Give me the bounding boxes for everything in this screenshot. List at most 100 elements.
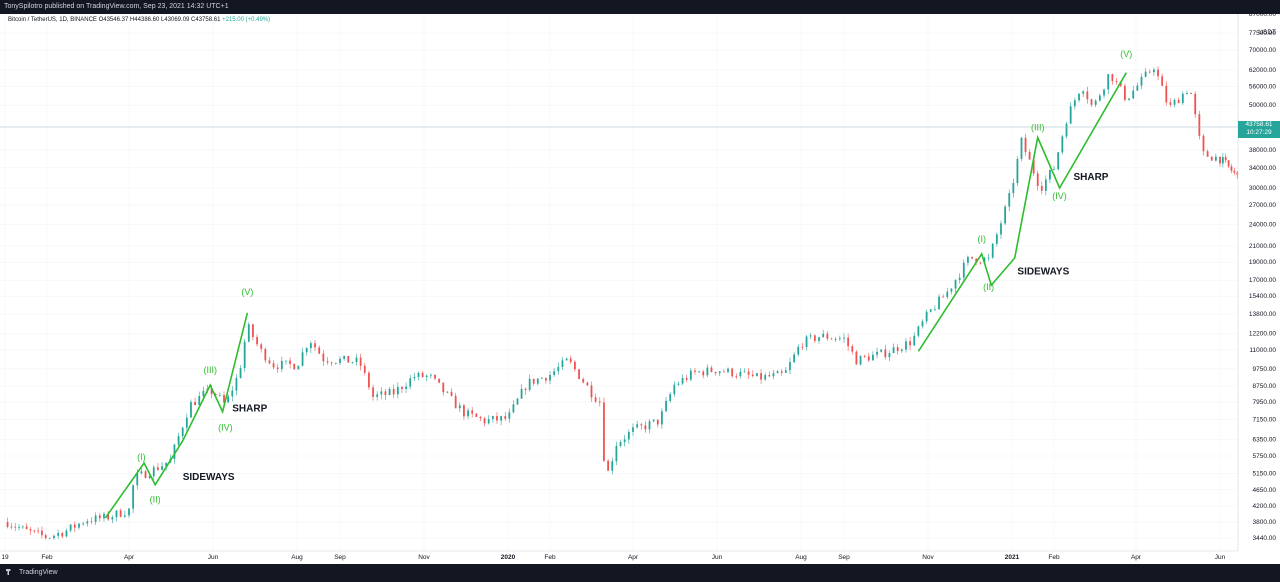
change-value: +215.00 (+0.49%) [222, 17, 271, 23]
candle-body [652, 419, 655, 422]
candle-body [929, 309, 932, 312]
candle-body [343, 355, 346, 359]
candle-body [123, 515, 126, 517]
price-chart[interactable]: (I) (II) SIDEWAYS (III) (IV) SHARP (V) (I) (II) S… [0, 11, 1280, 564]
candle-body [1236, 172, 1239, 175]
candle-body [818, 337, 820, 341]
candle-body [603, 402, 605, 461]
price-axis[interactable]: 87000.00 77500.00 70000.00 62000.00 56000.00… [1249, 11, 1277, 542]
candle-body [65, 530, 68, 537]
candle-body [1078, 93, 1080, 101]
candle-body [656, 419, 659, 425]
candle-body [872, 354, 874, 361]
candle-body [1024, 137, 1027, 153]
candle-body [623, 439, 626, 443]
candle-body [450, 391, 453, 396]
candle-body [309, 343, 312, 349]
candle-body [925, 311, 928, 322]
candle-body [161, 466, 163, 470]
candle-body [1140, 76, 1143, 86]
candle-body [421, 372, 424, 377]
publish-header: TonySpilotro published on TradingView.co… [0, 0, 1280, 14]
candle-body [48, 538, 51, 539]
candle-body [801, 346, 804, 348]
candle-body [851, 346, 854, 352]
candle-body [1049, 169, 1051, 180]
candle-body [921, 321, 924, 327]
price-tick-label: 4650.00 [1253, 487, 1277, 494]
chart-grid [0, 13, 1238, 551]
candle-body [764, 375, 767, 380]
candle-body [425, 375, 428, 377]
candle-body [1219, 156, 1221, 164]
candle-body [185, 417, 188, 428]
candle-body [136, 473, 139, 486]
candle-body [611, 461, 614, 471]
candle-body [991, 243, 994, 258]
candle-body [950, 288, 953, 292]
candle-body [165, 462, 168, 467]
price-tick-label: 3440.00 [1253, 535, 1277, 542]
candle-body [743, 371, 746, 373]
candle-body [516, 398, 519, 405]
candle-body [826, 333, 829, 339]
candle-body [681, 377, 684, 384]
candle-body [958, 277, 961, 280]
time-tick-label: Feb [544, 554, 556, 561]
candle-body [1020, 137, 1023, 159]
candle-body [714, 371, 717, 374]
price-tick-label: 77500.00 [1249, 30, 1276, 37]
time-axis[interactable]: 19 Feb Apr Jun Aug Sep Nov 2020 Feb Apr Jun Aug Sep N… [1, 554, 1225, 561]
price-tick-label: 21000.00 [1249, 243, 1276, 250]
candle-body [198, 396, 201, 405]
candle-body [607, 460, 609, 471]
candle-body [776, 371, 779, 374]
chart-svg[interactable]: (I) (II) SIDEWAYS (III) (IV) SHARP (V) (I) (II) S… [0, 11, 1280, 564]
current-price-badge: 43758.61 10:27:29 [1238, 121, 1280, 138]
price-axis-currency: USDT [1258, 29, 1276, 36]
candle-body [376, 394, 379, 397]
candle-body [438, 378, 441, 383]
candle-body [636, 424, 639, 428]
candle-body [1008, 193, 1011, 207]
candle-body [1086, 91, 1089, 100]
candle-body [574, 361, 576, 370]
candle-body [442, 382, 445, 393]
candle-body [293, 363, 296, 370]
candle-body [496, 416, 498, 421]
footer-bar: TradingView [0, 564, 1280, 582]
candle-body [392, 388, 395, 395]
candle-body [789, 362, 791, 371]
price-tick-label: 50000.00 [1249, 102, 1276, 109]
candle-body [454, 395, 457, 409]
candle-body [967, 256, 969, 263]
open-value: O43546.37 [98, 17, 129, 23]
candle-body [1073, 100, 1076, 107]
candle-body [409, 378, 412, 387]
time-tick-label: Feb [1048, 554, 1060, 561]
candle-body [239, 368, 242, 378]
candle-body [396, 387, 399, 395]
price-tick-label: 87000.00 [1249, 14, 1276, 18]
candle-body [780, 371, 783, 373]
price-tick-label: 19000.00 [1249, 259, 1276, 266]
candle-body [710, 367, 713, 372]
candle-body [264, 348, 267, 361]
move-type-label: SIDEWAYS [1017, 267, 1069, 278]
candle-body [491, 416, 494, 420]
symbol-name: Bitcoin / TetherUS, 1D, BINANCE [8, 17, 97, 23]
candle-body [830, 338, 833, 340]
candle-body [1165, 85, 1168, 103]
candle-body [673, 384, 676, 395]
candle-body [446, 391, 449, 393]
candle-body [14, 526, 17, 528]
price-tick-label: 5150.00 [1253, 471, 1277, 478]
candle-body [252, 324, 254, 338]
candle-body [90, 521, 93, 523]
candle-body [53, 535, 55, 539]
candle-body [532, 378, 535, 384]
candle-body [157, 467, 159, 470]
candle-body [21, 526, 24, 528]
price-tick-label: 15400.00 [1249, 293, 1276, 300]
candle-body [900, 349, 903, 352]
